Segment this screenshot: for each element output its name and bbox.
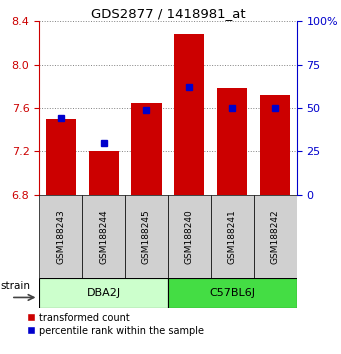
Bar	[168, 195, 211, 278]
Text: DBA2J: DBA2J	[87, 288, 121, 298]
Bar	[82, 195, 125, 278]
Title: GDS2877 / 1418981_at: GDS2877 / 1418981_at	[91, 7, 245, 20]
Text: GSM188243: GSM188243	[56, 209, 65, 264]
Legend: transformed count, percentile rank within the sample: transformed count, percentile rank withi…	[27, 313, 204, 336]
Bar	[89, 152, 119, 195]
Text: GSM188240: GSM188240	[185, 209, 194, 264]
Bar	[125, 195, 168, 278]
Bar	[254, 195, 297, 278]
Bar	[39, 278, 168, 308]
Bar	[39, 195, 82, 278]
Bar	[168, 278, 297, 308]
Text: strain: strain	[1, 281, 31, 291]
Bar	[260, 95, 290, 195]
Bar	[46, 119, 76, 195]
Bar	[174, 34, 204, 195]
Text: GSM188242: GSM188242	[271, 209, 280, 264]
Bar	[211, 195, 254, 278]
Bar	[132, 103, 162, 195]
Text: GSM188245: GSM188245	[142, 209, 151, 264]
Text: GSM188241: GSM188241	[228, 209, 237, 264]
Text: GSM188244: GSM188244	[99, 209, 108, 264]
Bar	[217, 88, 247, 195]
Text: C57BL6J: C57BL6J	[209, 288, 255, 298]
